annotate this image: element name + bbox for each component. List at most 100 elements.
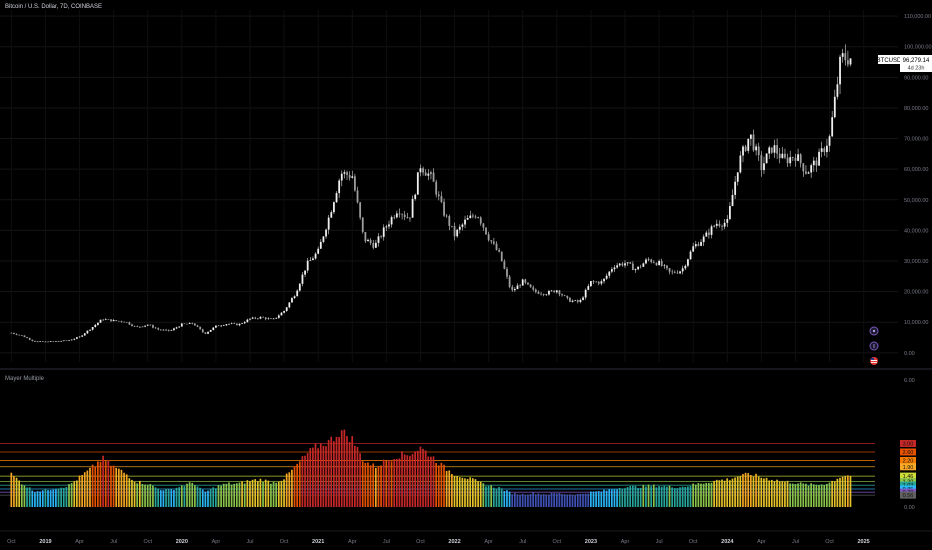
candle-body: [228, 323, 230, 325]
mayer-bar: [584, 493, 587, 507]
time-axis[interactable]: Oct 2019 Apr Jul Oct 2020 Apr Jul Oct 2021 Apr Jul O…: [0, 530, 932, 545]
price-axis[interactable]: 0.00 10,000.00 20,000.00 30,000.00 40,000.00…: [904, 14, 932, 357]
price-candle: [340, 170, 343, 187]
price-candle: [658, 259, 660, 266]
price-candle: [123, 321, 126, 323]
mayer-bar: [207, 490, 209, 507]
price-candle: [180, 322, 183, 327]
price-candle: [194, 322, 196, 326]
candle-body: [590, 281, 592, 287]
mayer-bar: [734, 477, 736, 507]
mayer-bar: [154, 487, 157, 507]
economic-event-icon[interactable]: [869, 341, 879, 351]
price-label[interactable]: BTCUSD 96,279.14 4d 23h: [877, 55, 932, 72]
candle-body: [183, 323, 186, 325]
candle-body: [125, 322, 128, 323]
candle-body: [550, 290, 553, 292]
mayer-bar: [663, 485, 666, 507]
mayer-bar: [592, 491, 595, 507]
price-tick-label: 50,000.00: [904, 198, 928, 204]
price-candle: [435, 179, 438, 198]
mayer-axis[interactable]: 3.002.602.201.901.461.201.030.850.700.56…: [900, 378, 916, 511]
price-candle: [519, 283, 522, 288]
price-candle: [849, 58, 852, 67]
mayer-bar: [167, 488, 170, 507]
price-candle: [367, 238, 369, 242]
candle-body: [110, 319, 112, 322]
candle-body: [634, 269, 637, 271]
candle-body: [498, 249, 501, 252]
candle-body: [262, 316, 265, 318]
price-candle: [36, 341, 39, 343]
candle-body: [482, 223, 485, 228]
mayer-pane[interactable]: [0, 429, 875, 507]
price-candle: [542, 293, 545, 297]
candle-body: [180, 323, 183, 327]
mayer-bar: [270, 483, 272, 507]
mayer-bar: [736, 476, 739, 507]
calendar-event-icon[interactable]: [869, 326, 879, 336]
mayer-bar: [144, 484, 146, 507]
price-candle: [448, 214, 451, 231]
mayer-bar: [243, 483, 246, 507]
price-candle: [39, 341, 42, 342]
mayer-bar: [432, 456, 435, 507]
mayer-bar: [713, 480, 715, 507]
candle-body: [60, 341, 63, 342]
candle-body: [694, 244, 697, 247]
us-flag-icon[interactable]: [870, 357, 878, 365]
candle-body: [390, 217, 393, 225]
mayer-bar: [844, 476, 847, 507]
candle-body: [233, 323, 236, 325]
price-candle: [812, 156, 815, 172]
price-candle: [571, 299, 574, 303]
mayer-bar: [773, 481, 776, 507]
mayer-bar: [490, 485, 493, 507]
price-candle: [637, 266, 640, 271]
price-candle: [406, 212, 409, 219]
price-candle: [99, 319, 102, 323]
mayer-bar: [702, 483, 705, 507]
candle-body: [304, 270, 306, 275]
price-candle: [228, 323, 230, 325]
candle-body: [723, 222, 726, 227]
candle-body: [361, 217, 364, 232]
price-candle: [437, 191, 440, 201]
level-badge: [900, 481, 916, 489]
candle-body: [235, 323, 238, 326]
candle-body: [639, 266, 642, 268]
price-candle: [826, 139, 828, 158]
candle-body: [146, 324, 149, 326]
price-pane[interactable]: [10, 44, 852, 343]
mayer-bar: [805, 483, 807, 507]
candle-body: [540, 293, 542, 295]
candle-body: [500, 251, 503, 262]
time-tick-label: Jul: [792, 539, 799, 545]
mayer-bar: [689, 485, 692, 507]
candle-body: [369, 239, 372, 243]
candle-body: [353, 176, 356, 191]
price-candle: [175, 326, 178, 330]
candle-body: [440, 196, 443, 202]
candle-body: [592, 281, 595, 282]
price-candle: [283, 310, 285, 314]
mayer-bar: [815, 484, 818, 507]
price-candle: [818, 148, 820, 166]
candle-body: [797, 154, 799, 161]
price-candle: [443, 198, 445, 218]
mayer-bar: [569, 494, 571, 507]
mayer-bar: [254, 479, 257, 507]
time-tick-label: Oct: [280, 539, 289, 545]
time-tick-label: Oct: [7, 539, 16, 545]
level-label: 2.60: [903, 450, 914, 456]
price-candle: [115, 319, 118, 322]
candle-body: [626, 262, 629, 264]
price-candle: [781, 147, 784, 159]
mayer-bar: [553, 493, 555, 507]
candle-body: [692, 246, 695, 252]
event-icons[interactable]: [869, 326, 879, 365]
mayer-bar: [613, 489, 616, 507]
candle-body: [414, 194, 417, 199]
mayer-bar: [671, 487, 674, 507]
